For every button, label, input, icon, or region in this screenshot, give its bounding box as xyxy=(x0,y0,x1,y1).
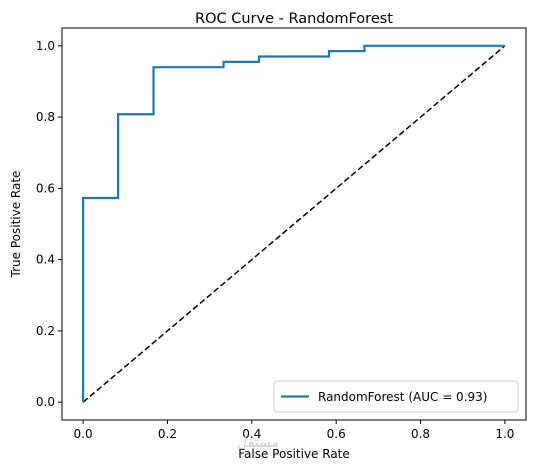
y-tick-label: 0.4 xyxy=(36,253,55,267)
x-tick-label: 0.2 xyxy=(158,427,177,441)
y-tick-label: 0.6 xyxy=(36,181,55,195)
legend-label: RandomForest (AUC = 0.93) xyxy=(318,390,487,404)
plot-frame xyxy=(61,27,527,421)
chance-diagonal-line xyxy=(82,45,506,403)
chart-title: ROC Curve - RandomForest xyxy=(195,11,393,27)
y-tick-label: 1.0 xyxy=(36,39,55,53)
series-layer xyxy=(81,44,506,403)
x-tick-label: 1.0 xyxy=(495,427,514,441)
x-tick-label: 0.6 xyxy=(327,427,346,441)
x-axis-label: False Positive Rate xyxy=(238,447,350,461)
y-tick-label: 0.0 xyxy=(36,395,55,409)
y-axis-ticks: 0.0 0.2 0.4 0.6 0.8 1.0 xyxy=(36,39,62,409)
x-tick-label: 0.0 xyxy=(74,427,93,441)
y-tick-label: 0.2 xyxy=(36,324,55,338)
x-tick-label: 0.4 xyxy=(242,427,261,441)
legend-box xyxy=(273,380,519,413)
x-axis-ticks: 0.0 0.2 0.4 0.6 0.8 1.0 xyxy=(74,420,514,441)
plot-area xyxy=(61,27,527,421)
legend: RandomForest (AUC = 0.93) xyxy=(273,380,519,413)
roc-curve-line xyxy=(81,44,505,403)
x-tick-label: 0.8 xyxy=(411,427,430,441)
y-axis-label: True Positive Rate xyxy=(9,171,23,279)
watermark: مستقل xyxy=(237,435,279,451)
y-tick-label: 0.8 xyxy=(36,110,55,124)
